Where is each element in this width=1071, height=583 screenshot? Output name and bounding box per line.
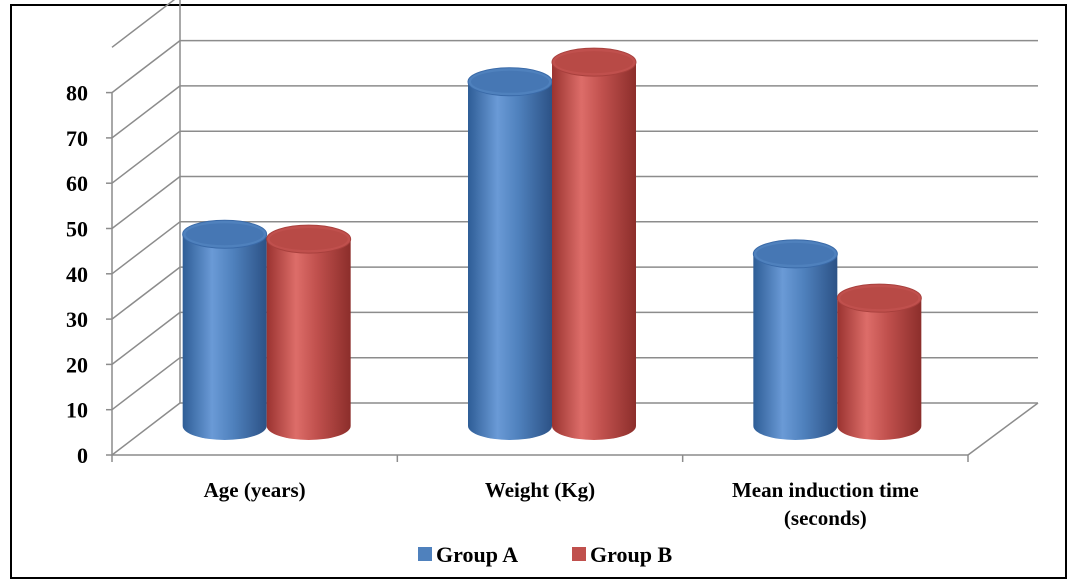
gridline-diagonal: [111, 402, 181, 456]
bar-group-b-1: [551, 47, 637, 440]
gridline-diagonal: [111, 175, 181, 230]
gridline-diagonal: [111, 40, 181, 94]
y-tick-label: 20: [66, 352, 88, 377]
x-tick-label: (seconds): [784, 506, 867, 530]
gridline-diagonal: [111, 221, 181, 275]
bar-group-a-0: [182, 219, 268, 441]
floor-edge: [967, 402, 1039, 456]
y-tick-label: 60: [66, 171, 88, 196]
bars: [182, 47, 922, 441]
bar-group-a-2: [752, 239, 838, 441]
chart-frame: [10, 4, 1067, 579]
legend-swatch: [418, 547, 432, 561]
x-tick-label: Age (years): [204, 478, 306, 502]
y-tick-label: 30: [66, 307, 88, 332]
legend-entry-group-a: Group A: [418, 542, 518, 567]
gridline-diagonal: [111, 0, 176, 48]
y-tick-label: 40: [66, 262, 88, 287]
legend-label: Group B: [590, 542, 672, 567]
bar-group-b-0: [266, 224, 352, 440]
gridline-diagonal: [111, 130, 181, 184]
legend-label: Group A: [436, 542, 518, 567]
y-tick-label: 50: [66, 217, 88, 242]
legend: Group A Group B: [418, 542, 672, 567]
y-tick-label: 10: [66, 398, 88, 423]
axes: [106, 91, 969, 462]
gridline-diagonal: [111, 266, 181, 320]
bar-group-b-2: [836, 283, 922, 441]
y-tick-label: 70: [66, 126, 88, 151]
category-labels: Age (years) Weight (Kg) Mean induction tim…: [204, 478, 919, 530]
legend-entry-group-b: Group B: [572, 542, 672, 567]
x-tick-label: Weight (Kg): [485, 478, 595, 502]
legend-swatch: [572, 547, 586, 561]
gridline-diagonal: [111, 311, 181, 365]
gridline-diagonal: [111, 85, 181, 139]
x-tick-label: Mean induction time: [732, 478, 919, 502]
y-tick-labels: 0 10 20 30 40 50 60 70 80: [66, 81, 88, 468]
bar-group-a-1: [467, 67, 553, 441]
gridline-diagonal: [111, 357, 181, 411]
y-tick-label: 0: [77, 443, 88, 468]
y-tick-label: 80: [66, 81, 88, 106]
